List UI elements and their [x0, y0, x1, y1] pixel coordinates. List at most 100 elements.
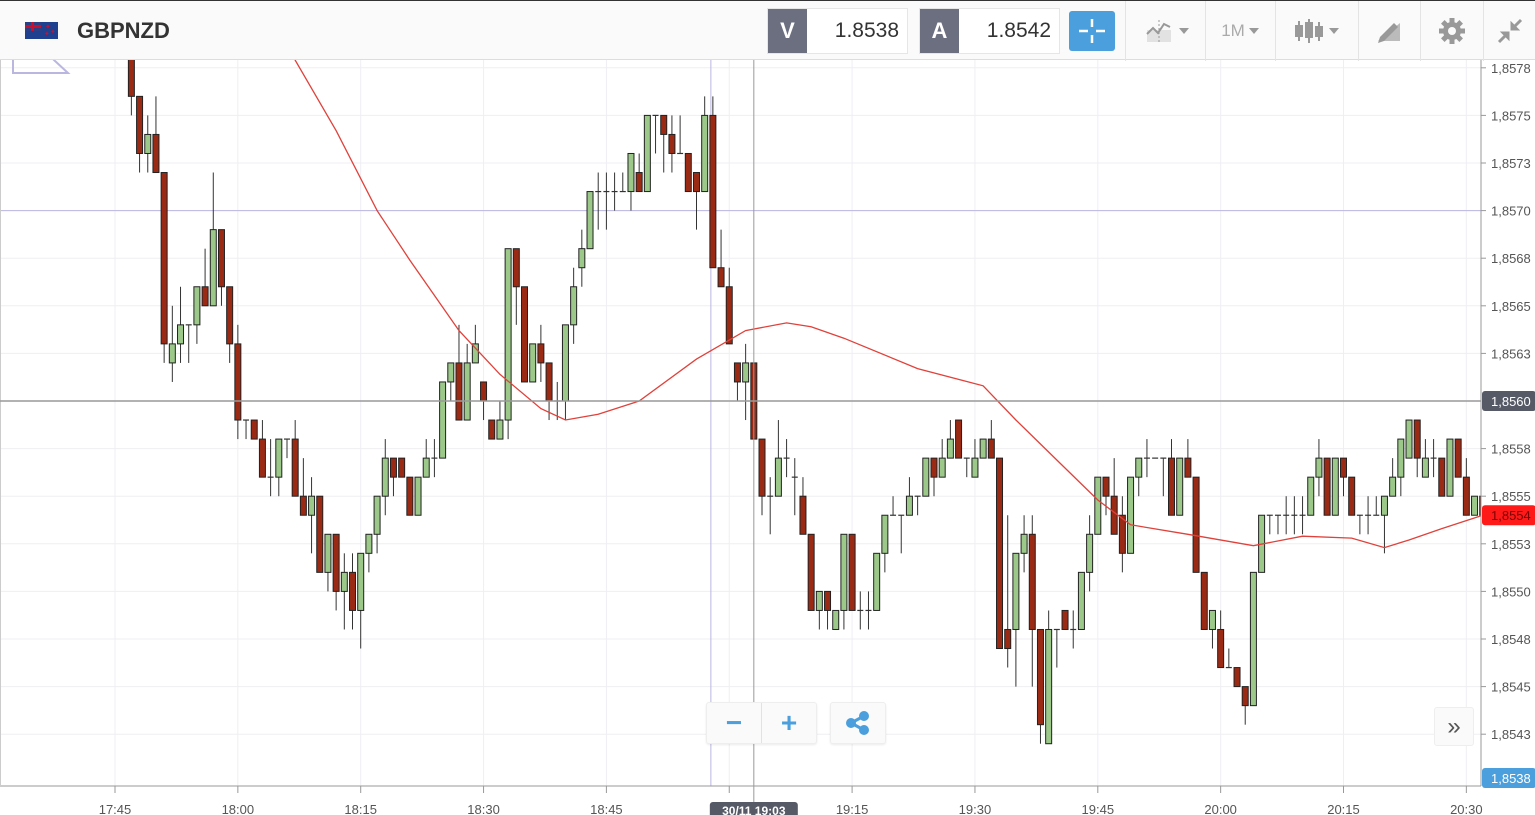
candle [136, 95, 144, 173]
candle [1413, 419, 1421, 478]
candle [267, 439, 274, 497]
drawing-tools-button[interactable] [1359, 1, 1419, 61]
candle [1053, 628, 1060, 668]
crosshair: 1,8560 30/11 19:03 1,8554 1,8538 [0, 60, 1535, 815]
candle [890, 496, 897, 516]
crosshair-button[interactable] [1069, 11, 1115, 51]
buy-label: A [920, 9, 959, 53]
candle [1233, 667, 1241, 688]
candle [1004, 515, 1012, 668]
candle-body [1208, 609, 1216, 630]
instrument-symbol[interactable]: GBPNZD [77, 18, 170, 43]
candle-body [160, 172, 168, 345]
candle [1462, 458, 1470, 516]
y-tick-label: 1,8573 [1491, 156, 1531, 171]
candle-body [1454, 438, 1462, 478]
candle-body [488, 419, 496, 440]
candle-body [316, 495, 324, 573]
candle [365, 533, 373, 573]
timeframe-dropdown[interactable]: 1M [1206, 1, 1274, 61]
candle [898, 514, 905, 554]
x-tick-label: 18:00 [222, 802, 255, 815]
candle [1135, 457, 1143, 497]
candle-body [668, 133, 676, 154]
candle-body [209, 229, 217, 307]
candle [1118, 496, 1126, 573]
candle [144, 115, 152, 173]
buy-price-button[interactable]: A 1.8542 [919, 8, 1060, 54]
candle [635, 153, 643, 193]
candle [1283, 496, 1290, 535]
candle-body [177, 324, 185, 345]
candle-body [1380, 495, 1388, 516]
candle [996, 457, 1004, 650]
candle [570, 267, 578, 344]
candle [905, 477, 913, 516]
candle-body [1200, 571, 1208, 630]
candle [717, 229, 725, 288]
chevron-down-icon [1329, 28, 1339, 34]
gb-nz-flag-icon: ✦ ✦ ✦ [25, 22, 58, 39]
candle-body [258, 438, 266, 478]
candle [398, 457, 406, 478]
candle-body [758, 438, 766, 497]
candle [595, 172, 602, 230]
candle-body [275, 438, 283, 478]
candle-body [1094, 476, 1102, 535]
candle [619, 172, 626, 193]
candle [1307, 476, 1315, 516]
x-tick-label: 20:00 [1204, 802, 1237, 815]
candle [1184, 439, 1192, 478]
candle-body [1479, 495, 1481, 516]
candle [1094, 476, 1102, 535]
settings-button[interactable] [1421, 1, 1483, 61]
candle-body [725, 286, 733, 345]
candle-body [1061, 609, 1069, 630]
candle [1405, 419, 1413, 459]
candle-body [1127, 476, 1135, 554]
candle [243, 419, 250, 440]
candle-body [152, 133, 160, 174]
candle-body [471, 343, 479, 364]
chart-type-button[interactable] [1132, 1, 1202, 61]
candle-body [308, 495, 316, 516]
sell-price-button[interactable]: V 1.8538 [767, 8, 908, 54]
candle-body [217, 229, 225, 288]
candle [946, 420, 954, 459]
candle [807, 533, 815, 611]
candle [1045, 610, 1053, 745]
candle-body [905, 495, 913, 516]
candle [1110, 458, 1118, 535]
candle-body [1421, 457, 1429, 478]
candle-body [480, 381, 488, 402]
candle-style-button[interactable] [1276, 1, 1356, 61]
y-tick-label: 1,8550 [1491, 584, 1531, 599]
compress-button[interactable] [1484, 1, 1535, 61]
candle [127, 60, 135, 116]
candle-body [701, 114, 709, 193]
zoom-in-button[interactable]: + [780, 707, 798, 738]
candle [1389, 458, 1397, 497]
candle-body [299, 495, 307, 516]
candle-body [1340, 457, 1347, 478]
drawing-annotations [0, 60, 1481, 786]
x-tick-label: 18:30 [467, 802, 500, 815]
zoom-out-button[interactable]: − [707, 703, 762, 743]
candle [463, 343, 471, 421]
candle [250, 419, 258, 440]
candle [758, 438, 766, 516]
candle-body [774, 457, 782, 497]
candle-body [496, 419, 504, 440]
candle [1192, 476, 1200, 573]
candle-body [250, 419, 258, 440]
candle-body [1389, 476, 1397, 497]
share-button[interactable] [830, 702, 886, 744]
chevron-down-icon [1248, 28, 1259, 34]
candle [512, 248, 520, 325]
candle-body [1184, 457, 1192, 478]
candle [332, 533, 340, 611]
buy-price: 1.8542 [986, 19, 1051, 42]
candle-body [1307, 476, 1315, 516]
scroll-to-latest-button[interactable]: » [1434, 707, 1474, 746]
